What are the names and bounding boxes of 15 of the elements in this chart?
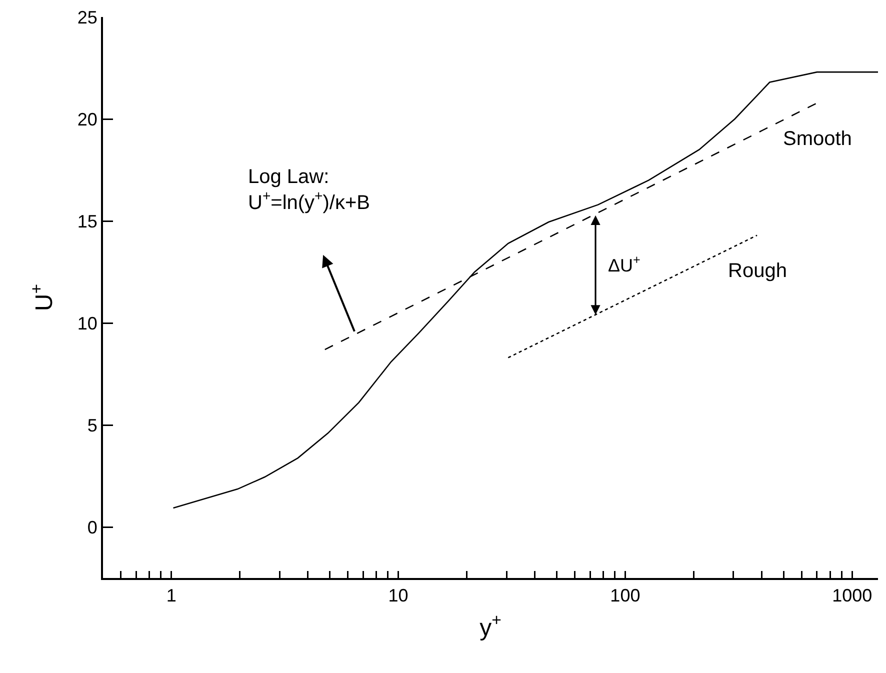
annotation: Log Law: U$^{+}$=ln(y$^{+}$)/κ+B	[248, 166, 370, 214]
y-tick-label: 0	[87, 517, 98, 538]
series-label: Smooth	[783, 128, 852, 150]
y-tick-label: 10	[77, 313, 98, 334]
annotation: ΔU$^{+}$	[608, 253, 640, 276]
y-tick-label: 20	[77, 109, 98, 130]
y-tick-label: 5	[87, 415, 98, 436]
y-tick-label: 25	[77, 7, 98, 28]
y-tick-label: 15	[77, 211, 98, 232]
x-tick-label: 1	[166, 586, 176, 606]
series-label: Rough	[728, 260, 787, 282]
x-tick-label: 10	[388, 586, 408, 606]
x-tick-label: 100	[610, 586, 640, 606]
x-axis-title: y$^{+}$	[480, 610, 502, 642]
x-tick-label: 1000	[832, 586, 872, 606]
